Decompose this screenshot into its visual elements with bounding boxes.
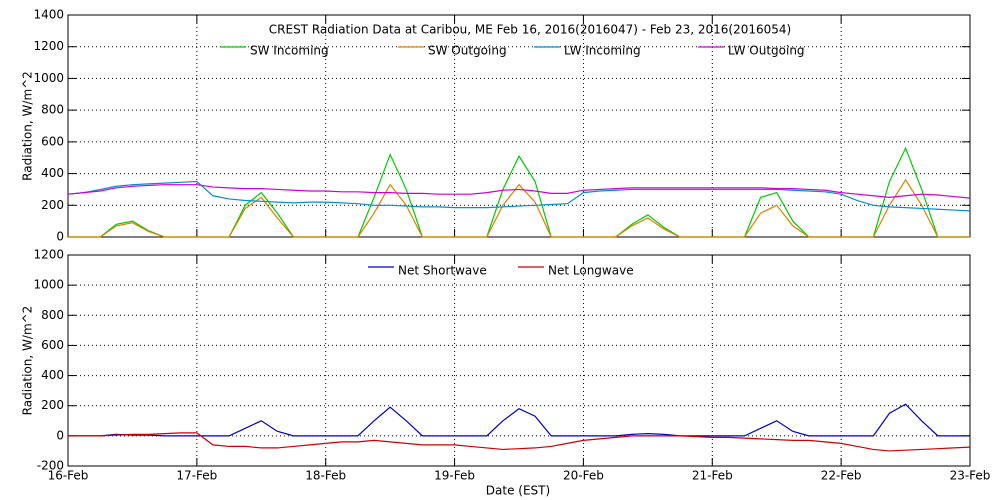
x-tick-label: 20-Feb [563,469,604,483]
series-line [68,432,971,452]
y-axis-label: Radiation, W/m^2 [21,306,35,416]
y-axis-label: Radiation, W/m^2 [21,71,35,181]
plot-frame [67,254,971,467]
y-tick-label: 1200 [33,39,64,53]
series-line [67,184,971,199]
series-line [68,403,970,437]
y-tick-label: -200 [37,459,64,473]
legend-label: Net Shortwave [398,264,487,278]
x-tick-label: 19-Feb [434,469,475,483]
x-tick-label: 18-Feb [305,469,346,483]
y-tick-label: 600 [41,338,64,352]
series-line [68,146,970,238]
legend-label: Net Longwave [548,264,634,278]
x-tick-label: 21-Feb [692,469,733,483]
y-tick-label: 1000 [33,71,64,85]
y-tick-label: 800 [41,308,64,322]
y-tick-label: 1400 [33,8,64,22]
x-tick-label: 17-Feb [176,469,217,483]
y-tick-label: 200 [41,398,64,412]
plot-frame [67,14,971,238]
y-tick-label: 0 [56,230,64,244]
y-tick-label: 0 [56,428,64,442]
y-tick-label: 1000 [33,278,64,292]
legend-label: SW Incoming [250,44,329,58]
y-tick-label: 800 [41,103,64,117]
x-axis-label: Date (EST) [486,484,550,498]
chart-title: CREST Radiation Data at Caribou, ME Feb … [269,23,791,37]
x-tick-label: 23-Feb [950,469,991,483]
y-tick-label: 400 [41,166,64,180]
legend-label: SW Outgoing [428,44,507,58]
legend-label: LW Incoming [564,44,641,58]
series-line [68,178,970,238]
series-line [67,180,971,212]
x-tick-label: 22-Feb [821,469,862,483]
y-tick-label: 600 [41,134,64,148]
x-tick-label: 16-Feb [48,469,89,483]
y-tick-label: 200 [41,198,64,212]
legend-label: LW Outgoing [728,44,805,58]
y-tick-label: 1200 [33,248,64,262]
y-tick-label: 400 [41,368,64,382]
